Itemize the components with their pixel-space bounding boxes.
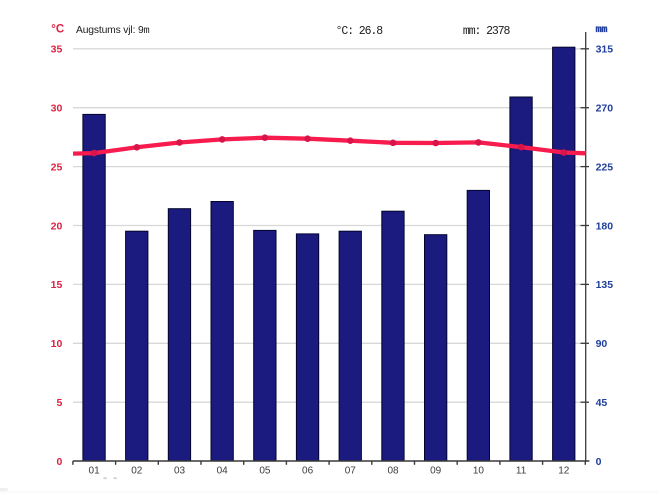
svg-text:0: 0	[56, 456, 62, 468]
svg-text:30: 30	[51, 103, 63, 115]
svg-text:90: 90	[596, 338, 608, 350]
svg-text:5: 5	[56, 397, 62, 409]
svg-text:07: 07	[345, 465, 357, 476]
svg-text:08: 08	[387, 465, 399, 476]
svg-text:10: 10	[473, 465, 485, 476]
svg-text:10: 10	[51, 338, 63, 350]
svg-text:315: 315	[596, 44, 614, 56]
svg-text:°C: °C	[51, 24, 64, 36]
svg-text:20: 20	[51, 220, 63, 232]
svg-text:11: 11	[516, 465, 527, 476]
svg-text:04: 04	[217, 465, 229, 476]
svg-text:mm: mm	[596, 24, 608, 35]
svg-text:°C: 26.8: °C: 26.8	[336, 25, 384, 38]
svg-text:09: 09	[430, 465, 442, 476]
svg-text:02: 02	[131, 465, 143, 476]
svg-text:0: 0	[596, 456, 602, 468]
svg-text:03: 03	[174, 465, 186, 476]
svg-text:05: 05	[259, 465, 271, 476]
svg-text:35: 35	[51, 44, 63, 56]
svg-text:15: 15	[51, 279, 63, 291]
svg-text:mm: 2378: mm: 2378	[463, 25, 511, 38]
svg-text:06: 06	[302, 465, 314, 476]
svg-text:135: 135	[596, 279, 614, 291]
svg-text:180: 180	[596, 220, 614, 232]
svg-text:270: 270	[596, 103, 614, 115]
svg-text:25: 25	[51, 161, 63, 173]
svg-text:Augstums vjl: 9m: Augstums vjl: 9m	[76, 25, 150, 37]
svg-text:12: 12	[558, 465, 570, 476]
svg-text:45: 45	[596, 397, 608, 409]
svg-text:225: 225	[596, 161, 614, 173]
svg-text:01: 01	[89, 465, 101, 476]
